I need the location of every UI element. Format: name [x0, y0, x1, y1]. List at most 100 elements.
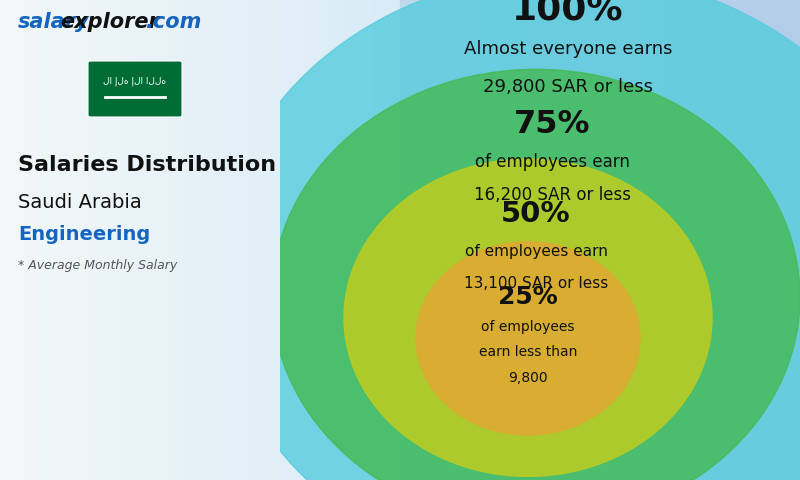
- Bar: [773, 0, 774, 480]
- Bar: [645, 0, 646, 480]
- Bar: [265, 0, 266, 480]
- Bar: [26, 0, 27, 480]
- Bar: [103, 0, 104, 480]
- Bar: [159, 0, 160, 480]
- Bar: [637, 0, 638, 480]
- Bar: [410, 0, 411, 480]
- Bar: [725, 0, 726, 480]
- Bar: [326, 0, 327, 480]
- Bar: [508, 0, 509, 480]
- Bar: [545, 0, 546, 480]
- Bar: [262, 0, 263, 480]
- Bar: [96, 0, 97, 480]
- Bar: [748, 0, 749, 480]
- Bar: [589, 0, 590, 480]
- Bar: [295, 0, 296, 480]
- Bar: [205, 0, 206, 480]
- Bar: [588, 0, 589, 480]
- Bar: [304, 0, 305, 480]
- Bar: [783, 0, 784, 480]
- Bar: [370, 0, 371, 480]
- Bar: [735, 0, 736, 480]
- Bar: [793, 0, 794, 480]
- Bar: [667, 0, 668, 480]
- Bar: [458, 0, 459, 480]
- Bar: [586, 0, 587, 480]
- Bar: [142, 0, 143, 480]
- Bar: [755, 0, 756, 480]
- Bar: [570, 0, 571, 480]
- Bar: [662, 0, 663, 480]
- Bar: [4, 0, 5, 480]
- Bar: [149, 0, 150, 480]
- Bar: [29, 0, 30, 480]
- Bar: [477, 0, 478, 480]
- Bar: [700, 0, 701, 480]
- Bar: [97, 0, 98, 480]
- Bar: [621, 0, 622, 480]
- Bar: [352, 0, 353, 480]
- Bar: [209, 0, 210, 480]
- Bar: [651, 0, 652, 480]
- Bar: [106, 0, 107, 480]
- Bar: [409, 0, 410, 480]
- Bar: [668, 0, 669, 480]
- Bar: [467, 0, 468, 480]
- Bar: [336, 0, 337, 480]
- Bar: [448, 0, 449, 480]
- Bar: [456, 0, 457, 480]
- Bar: [296, 0, 297, 480]
- Bar: [212, 0, 213, 480]
- Bar: [1, 0, 2, 480]
- Bar: [201, 0, 202, 480]
- Bar: [388, 0, 389, 480]
- Bar: [208, 0, 209, 480]
- Bar: [641, 0, 642, 480]
- Bar: [580, 0, 581, 480]
- Bar: [490, 0, 491, 480]
- Bar: [104, 0, 105, 480]
- Bar: [44, 0, 45, 480]
- Bar: [294, 0, 295, 480]
- Bar: [712, 0, 713, 480]
- Bar: [657, 0, 658, 480]
- Bar: [684, 0, 685, 480]
- Bar: [109, 0, 110, 480]
- Bar: [758, 0, 759, 480]
- Bar: [518, 0, 519, 480]
- Bar: [694, 0, 695, 480]
- Bar: [740, 0, 741, 480]
- Bar: [536, 0, 537, 480]
- Bar: [711, 0, 712, 480]
- Bar: [708, 0, 709, 480]
- Bar: [258, 0, 259, 480]
- Bar: [125, 0, 126, 480]
- Bar: [531, 0, 532, 480]
- Bar: [379, 0, 380, 480]
- Bar: [796, 0, 797, 480]
- Bar: [234, 0, 235, 480]
- Bar: [233, 0, 234, 480]
- Bar: [189, 0, 190, 480]
- Bar: [619, 0, 620, 480]
- Bar: [118, 0, 119, 480]
- Bar: [639, 0, 640, 480]
- Bar: [345, 0, 346, 480]
- Bar: [480, 0, 481, 480]
- Bar: [652, 0, 653, 480]
- Bar: [457, 0, 458, 480]
- Bar: [565, 0, 566, 480]
- Text: لا إله إلا الله: لا إله إلا الله: [103, 76, 166, 86]
- Bar: [581, 0, 582, 480]
- Bar: [786, 0, 787, 480]
- Bar: [685, 0, 686, 480]
- Bar: [393, 0, 394, 480]
- Bar: [459, 0, 460, 480]
- Bar: [318, 0, 319, 480]
- Bar: [743, 0, 744, 480]
- Bar: [681, 0, 682, 480]
- Bar: [682, 0, 683, 480]
- Bar: [105, 0, 106, 480]
- Bar: [516, 0, 517, 480]
- Bar: [83, 0, 84, 480]
